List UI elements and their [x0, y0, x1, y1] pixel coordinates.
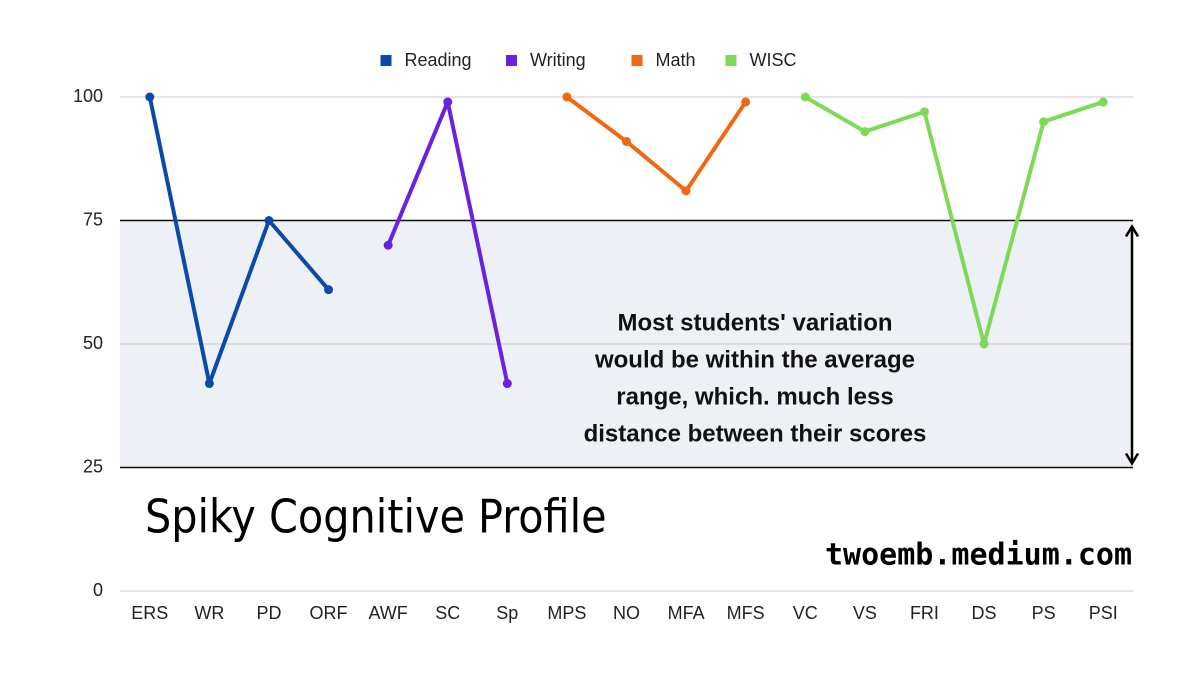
legend-swatch — [380, 55, 392, 66]
data-point — [383, 240, 393, 250]
x-tick-label: MPS — [547, 603, 586, 623]
x-tick-label: ORF — [310, 603, 348, 623]
x-tick-label: SC — [435, 603, 460, 623]
data-point — [562, 92, 572, 102]
data-point — [145, 92, 155, 102]
data-point — [741, 97, 751, 107]
y-tick-label: 0 — [93, 580, 103, 600]
annotation-text: Most students' variation — [617, 309, 892, 336]
x-tick-label: VC — [793, 603, 818, 623]
data-point — [502, 379, 512, 389]
legend-label: Reading — [405, 50, 472, 70]
legend-swatch — [631, 55, 643, 66]
annotation-text: distance between their scores — [584, 420, 927, 447]
data-point — [919, 107, 929, 117]
legend-swatch — [506, 55, 517, 66]
x-tick-label: FRI — [910, 603, 939, 623]
x-tick-label: NO — [613, 603, 640, 623]
data-point — [860, 127, 870, 137]
y-tick-label: 50 — [83, 333, 103, 353]
x-tick-label: WR — [194, 603, 224, 623]
data-point — [443, 97, 453, 107]
data-point — [264, 216, 274, 225]
series-line — [804, 95, 1104, 346]
data-point — [800, 92, 810, 102]
legend-label: Math — [656, 50, 696, 70]
legend-label: WISC — [750, 50, 797, 70]
data-point — [324, 285, 334, 295]
x-tick-label: VS — [853, 603, 877, 623]
y-tick-label: 25 — [83, 456, 103, 476]
x-tick-label: PD — [256, 603, 281, 623]
series-line — [565, 95, 748, 193]
x-tick-label: AWF — [368, 603, 407, 623]
legend-swatch — [725, 55, 737, 66]
x-tick-label: MFS — [727, 603, 765, 623]
x-tick-label: PSI — [1089, 603, 1118, 623]
data-point — [681, 186, 691, 196]
data-point — [1098, 97, 1108, 107]
y-tick-label: 75 — [83, 209, 103, 229]
arrow-head — [1124, 452, 1140, 466]
y-tick-label: 100 — [73, 86, 103, 106]
x-tick-label: ERS — [131, 603, 168, 623]
arrow-head — [1124, 224, 1140, 238]
series-line — [147, 96, 331, 386]
legend-label: Writing — [530, 50, 586, 70]
x-tick-label: Sp — [496, 603, 518, 623]
annotation-text: range, which. much less — [616, 383, 893, 410]
data-point — [979, 339, 989, 349]
x-tick-label: PS — [1032, 603, 1056, 623]
data-point — [1039, 117, 1049, 127]
chart-title: Spiky Cognitive Profile — [145, 490, 607, 544]
data-point — [204, 379, 214, 389]
x-tick-label: DS — [972, 603, 997, 623]
data-point — [622, 136, 631, 146]
source: twoemb.medium.com — [825, 538, 1132, 573]
x-tick-label: MFA — [668, 603, 705, 623]
annotation-text: would be within the average — [594, 346, 915, 373]
